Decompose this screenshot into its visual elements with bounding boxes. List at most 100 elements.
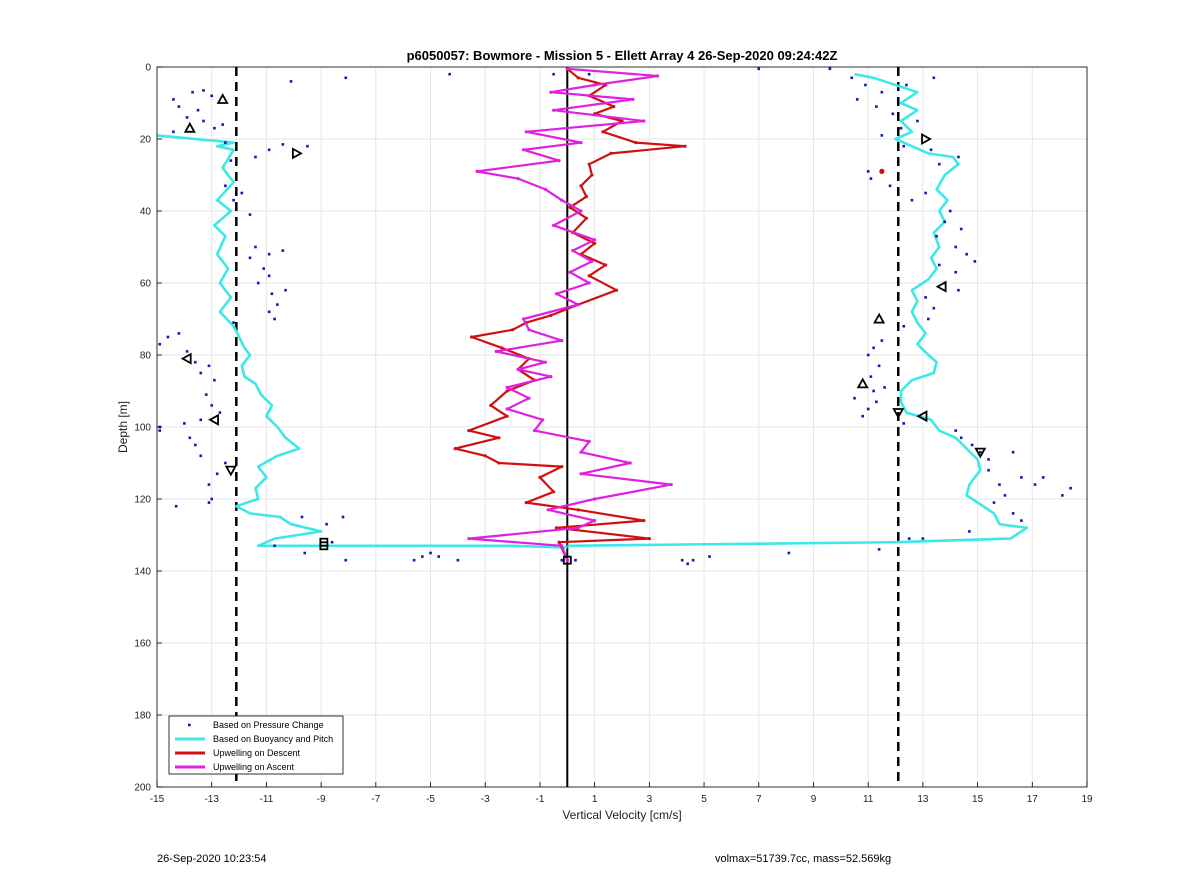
pressure-change-point — [866, 407, 870, 411]
series-point — [631, 97, 635, 101]
pressure-change-point — [883, 386, 886, 389]
pressure-change-point — [1020, 476, 1023, 479]
series-point — [524, 501, 528, 505]
series-point — [505, 389, 509, 393]
pressure-change-point — [158, 429, 162, 432]
pressure-change-point — [240, 191, 244, 195]
x-tick-label: -13 — [204, 794, 219, 805]
pressure-change-point — [437, 555, 441, 558]
series-point — [560, 198, 564, 202]
pressure-change-point — [421, 555, 424, 558]
series-point — [590, 259, 594, 263]
marker-triangle-up — [873, 312, 886, 324]
series-point — [497, 461, 501, 465]
pressure-change-point — [866, 170, 870, 173]
pressure-change-point — [992, 501, 996, 504]
series-point — [543, 360, 548, 364]
pressure-change-point — [174, 504, 178, 508]
series-point — [500, 346, 504, 350]
pressure-change-point — [552, 72, 555, 76]
legend-label: Based on Pressure Change — [213, 720, 324, 730]
marker-triangle-up — [216, 93, 229, 104]
pressure-change-point — [202, 119, 205, 123]
pressure-change-point — [193, 360, 197, 364]
marker-triangle-left — [208, 413, 219, 426]
pressure-change-point — [921, 537, 925, 540]
series-point — [516, 367, 520, 371]
pressure-change-point — [935, 234, 938, 238]
series-point — [505, 414, 509, 418]
pressure-change-point — [968, 530, 971, 533]
marker-red-dot — [879, 168, 885, 174]
series-layer — [156, 67, 1072, 566]
series-point — [593, 83, 597, 87]
pressure-change-point — [850, 76, 854, 80]
y-tick-label: 40 — [140, 207, 152, 218]
pressure-change-point — [1011, 450, 1015, 454]
series-point — [590, 173, 594, 177]
series-point — [576, 526, 580, 530]
pressure-change-point — [853, 396, 856, 400]
pressure-change-point — [229, 159, 233, 162]
pressure-change-point — [902, 324, 906, 328]
pressure-change-point — [880, 339, 884, 342]
series-point — [524, 130, 528, 134]
series-point — [552, 490, 556, 494]
pressure-change-point — [587, 72, 591, 76]
series-point — [593, 519, 597, 523]
series-point — [467, 429, 471, 433]
series-point — [603, 263, 608, 267]
y-tick-label: 0 — [145, 63, 151, 74]
pressure-change-point — [965, 252, 968, 256]
pressure-change-point — [254, 155, 257, 159]
pressure-change-point — [877, 548, 881, 551]
series-point — [483, 454, 487, 458]
pressure-change-point — [267, 274, 271, 278]
x-axis-label: Vertical Velocity [cm/s] — [562, 808, 681, 822]
series-line-upwelling-on-ascent — [467, 67, 673, 561]
legend-entry: Upwelling on Ascent — [175, 762, 295, 772]
pressure-change-point — [177, 332, 181, 335]
pressure-change-point — [864, 83, 867, 87]
x-tick-label: -15 — [150, 794, 165, 805]
pressure-change-point — [224, 141, 227, 144]
pressure-change-point — [183, 422, 186, 425]
pressure-change-point — [1041, 476, 1045, 479]
series-point — [614, 288, 619, 292]
series-point — [587, 281, 591, 285]
series-point — [587, 439, 591, 443]
pressure-change-point — [932, 76, 936, 80]
pressure-change-point — [199, 371, 203, 375]
marker-triangle-left — [180, 352, 192, 365]
marker-triangle-left — [916, 410, 928, 423]
series-point — [579, 472, 583, 476]
pressure-change-point — [979, 450, 982, 454]
pressure-change-point — [943, 220, 947, 224]
series-point — [521, 148, 526, 152]
pressure-change-point — [215, 472, 219, 476]
pressure-change-point — [202, 89, 205, 92]
x-tick-label: -3 — [481, 794, 490, 805]
series-point — [505, 407, 509, 411]
pressure-change-point — [973, 260, 977, 263]
pressure-change-point — [560, 558, 564, 562]
pressure-change-point — [224, 184, 227, 188]
marker-square — [562, 555, 572, 565]
series-point — [587, 274, 591, 278]
series-point — [554, 292, 558, 296]
pressure-change-point — [929, 148, 933, 152]
pressure-change-point — [213, 126, 216, 130]
pressure-change-point — [998, 483, 1001, 486]
pressure-change-point — [1011, 512, 1015, 515]
pressure-change-point — [902, 144, 906, 148]
series-point — [560, 465, 564, 469]
pressure-change-point — [207, 364, 211, 368]
pressure-change-point — [1033, 483, 1037, 486]
pressure-change-point — [937, 162, 941, 166]
series-upwelling-on-ascent — [467, 67, 673, 562]
series-point — [642, 519, 646, 523]
pressure-change-point — [300, 515, 304, 519]
series-point — [560, 339, 564, 343]
series-point — [538, 475, 542, 479]
series-point — [612, 105, 616, 109]
